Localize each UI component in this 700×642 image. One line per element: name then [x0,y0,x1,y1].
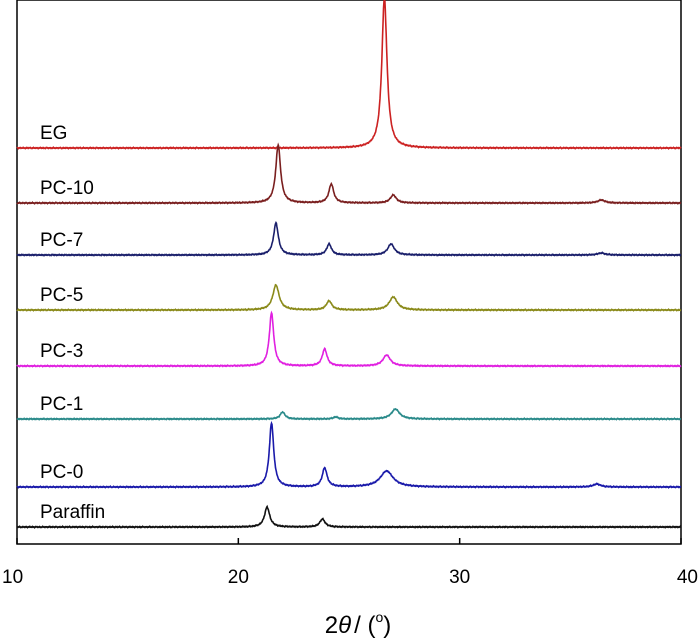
series-traces [16,0,682,530]
series-label-paraffin: Paraffin [40,502,105,523]
x-axis-title-close: ) [383,612,391,639]
trace-pc-7 [16,221,682,258]
series-label-pc-0: PC-0 [40,462,83,483]
x-tick-label-30: 30 [449,567,470,588]
trace-pc-3 [16,310,682,369]
x-axis-title-suffix: / ( [354,612,375,639]
trace-pc-1 [16,407,682,422]
series-label-pc-10: PC-10 [40,178,94,199]
trace-paraffin [16,504,682,530]
x-axis-title-degree: o [375,609,383,625]
trace-pc-10 [16,142,682,206]
plot-frame [16,0,682,545]
series-label-pc-1: PC-1 [40,394,83,415]
x-axis-title-var: θ [338,612,351,639]
series-label-pc-3: PC-3 [40,341,83,362]
x-axis-ticks: 10 20 30 40 [2,538,698,588]
series-labels: EG PC-10 PC-7 PC-5 PC-3 PC-1 PC-0 Paraffin [40,123,105,523]
series-label-pc-7: PC-7 [40,230,83,251]
x-tick-label-40: 40 [677,567,698,588]
series-label-eg: EG [40,123,67,144]
series-label-pc-5: PC-5 [40,285,83,306]
trace-pc-5 [16,283,682,313]
x-axis-title-prefix: 2 [325,612,338,639]
trace-pc-0 [16,420,682,490]
x-tick-label-20: 20 [228,567,249,588]
x-tick-label-10: 10 [2,567,23,588]
x-axis-title: 2θ / (o) [325,609,392,639]
trace-eg [16,0,682,151]
